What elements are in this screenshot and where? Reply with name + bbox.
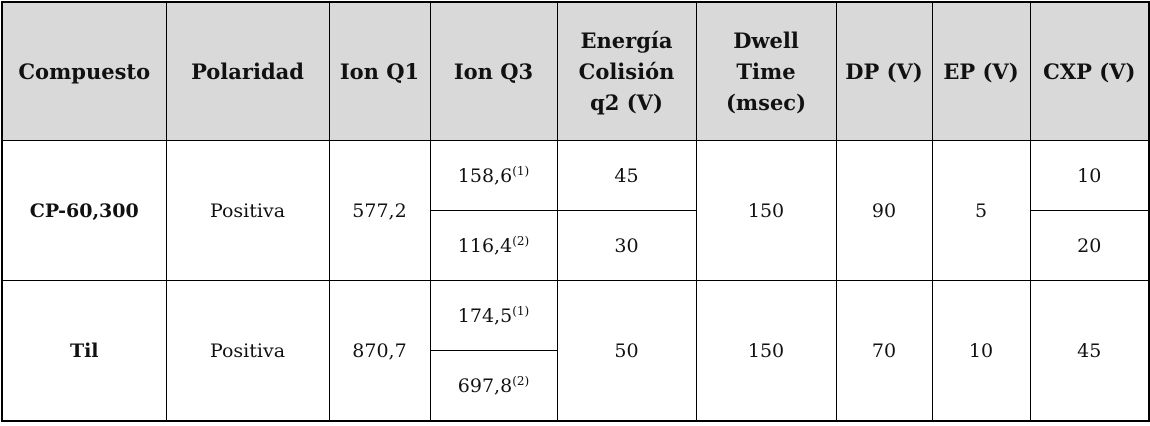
header-cell: CXP (V) <box>1029 1 1150 141</box>
table-row: 116,4(2) 30 20 <box>2 210 1150 281</box>
ion-q1-cell: 577,2 <box>328 140 431 281</box>
compuesto-cell: Til <box>1 280 167 422</box>
table-row: 697,8(2) <box>2 350 1149 422</box>
ion-q3-note: (1) <box>512 164 530 178</box>
energia-cell: 50 <box>556 280 697 422</box>
ion-q3-cell: 174,5(1) <box>429 280 558 351</box>
compuesto-cell: CP-60,300 <box>1 140 167 281</box>
header-cell: Compuesto <box>1 1 167 141</box>
ion-q3-cell: 116,4(2) <box>429 210 558 281</box>
header-text: EP (V) <box>943 59 1019 84</box>
cxp-cell: 10 <box>1029 140 1150 211</box>
ion-q3-note: (1) <box>512 304 530 318</box>
polaridad-cell: Positiva <box>165 140 330 281</box>
table-row: CP-60,300 Positiva 577,2 158,6(1) 45 150 90 5 10 <box>1 140 1150 281</box>
header-cell: Dwell Time (msec) <box>695 1 837 141</box>
table-header: Compuesto Polaridad Ion Q1 Ion Q3 Energía Co… <box>1 1 1150 141</box>
table-row: Til Positiva 870,7 174,5(1) 50 150 70 10 45 <box>1 280 1150 422</box>
header-cell: Energía Colisión q2 (V) <box>556 1 697 141</box>
ion-q1-cell: 870,7 <box>328 280 431 422</box>
ion-q3-value: 697,8 <box>457 375 513 397</box>
polaridad-cell: Positiva <box>165 280 330 422</box>
ep-cell: 10 <box>931 280 1031 422</box>
ep-cell: 5 <box>931 140 1031 281</box>
header-cell: EP (V) <box>931 1 1031 141</box>
header-text: Dwell Time (msec) <box>725 28 807 115</box>
ion-q3-value: 158,6 <box>457 165 513 187</box>
dwell-cell: 150 <box>695 140 837 281</box>
energia-cell: 30 <box>556 210 697 281</box>
header-text: Ion Q3 <box>453 59 534 84</box>
dp-cell: 90 <box>835 140 933 281</box>
header-cell: DP (V) <box>835 1 933 141</box>
ion-q3-value: 116,4 <box>457 235 513 257</box>
cxp-cell: 45 <box>1029 280 1150 422</box>
energia-cell: 45 <box>556 140 697 211</box>
ion-q3-value: 174,5 <box>457 305 513 327</box>
dwell-cell: 150 <box>695 280 837 422</box>
header-text: CXP (V) <box>1043 59 1136 84</box>
header-text: Ion Q1 <box>339 59 420 84</box>
header-cell: Ion Q1 <box>328 1 431 141</box>
cxp-cell: 20 <box>1029 210 1150 281</box>
header-text: DP (V) <box>845 59 923 84</box>
header-cell: Polaridad <box>165 1 330 141</box>
header-text: Energía Colisión q2 (V) <box>578 28 675 115</box>
ion-q3-note: (2) <box>512 374 530 388</box>
dp-cell: 70 <box>835 280 933 422</box>
ion-q3-note: (2) <box>512 234 530 248</box>
header-text: Polaridad <box>191 59 304 84</box>
header-cell: Ion Q3 <box>429 1 558 141</box>
table-body: CP-60,300 Positiva 577,2 158,6(1) 45 150 90 5 10… <box>1 140 1150 422</box>
ion-q3-cell: 697,8(2) <box>429 350 558 422</box>
ion-q3-cell: 158,6(1) <box>429 140 558 211</box>
header-text: Compuesto <box>18 59 151 84</box>
header-row: Compuesto Polaridad Ion Q1 Ion Q3 Energía Co… <box>1 1 1150 141</box>
